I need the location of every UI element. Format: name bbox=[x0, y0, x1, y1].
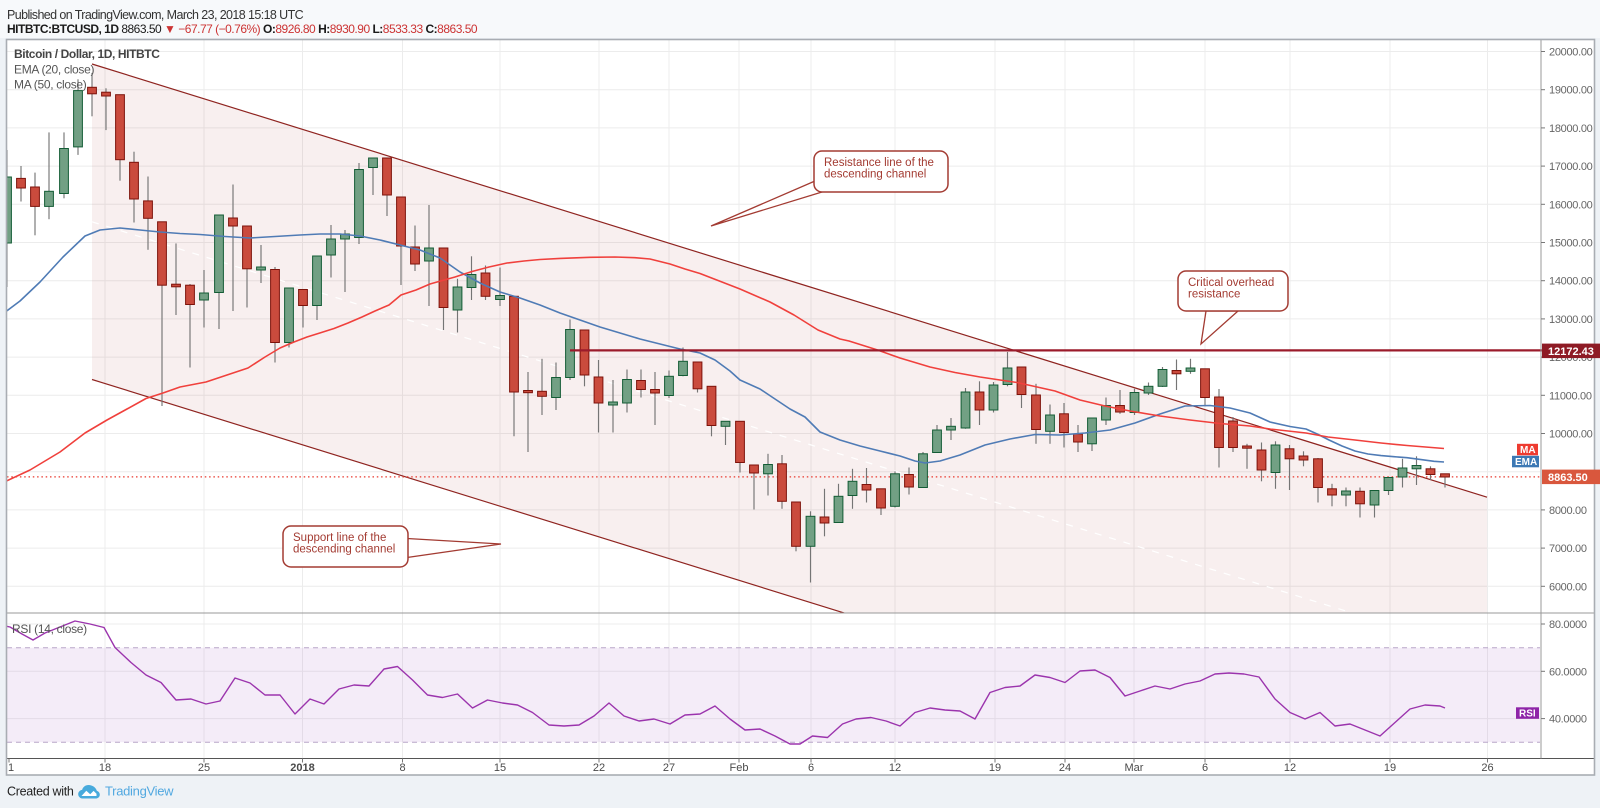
svg-text:EMA: EMA bbox=[1515, 457, 1537, 468]
svg-text:27: 27 bbox=[663, 762, 675, 774]
svg-text:TradingView: TradingView bbox=[105, 784, 174, 799]
svg-text:Published on TradingView.com,: Published on TradingView.com, March 23, … bbox=[7, 8, 304, 22]
svg-text:1: 1 bbox=[8, 762, 14, 774]
svg-text:Resistance line of the: Resistance line of the bbox=[824, 157, 934, 169]
svg-text:18: 18 bbox=[99, 762, 111, 774]
svg-text:22: 22 bbox=[593, 762, 605, 774]
svg-text:resistance: resistance bbox=[1188, 289, 1240, 301]
svg-text:14000.00: 14000.00 bbox=[1549, 276, 1593, 288]
svg-text:Created with: Created with bbox=[7, 785, 74, 799]
svg-text:19: 19 bbox=[989, 762, 1001, 774]
svg-text:15: 15 bbox=[494, 762, 506, 774]
svg-text:RSI: RSI bbox=[1519, 709, 1536, 720]
svg-text:Support line of the: Support line of the bbox=[293, 532, 386, 544]
svg-text:Critical overhead: Critical overhead bbox=[1188, 277, 1274, 289]
svg-text:6: 6 bbox=[1202, 762, 1208, 774]
svg-text:17000.00: 17000.00 bbox=[1549, 161, 1593, 173]
svg-text:2018: 2018 bbox=[290, 762, 314, 774]
svg-text:MA: MA bbox=[1520, 445, 1536, 456]
svg-text:8: 8 bbox=[399, 762, 405, 774]
svg-text:6000.00: 6000.00 bbox=[1549, 581, 1587, 593]
svg-text:6: 6 bbox=[808, 762, 814, 774]
svg-text:18000.00: 18000.00 bbox=[1549, 123, 1593, 135]
svg-text:60.0000: 60.0000 bbox=[1549, 666, 1587, 678]
svg-text:40.0000: 40.0000 bbox=[1549, 714, 1587, 726]
svg-text:8000.00: 8000.00 bbox=[1549, 505, 1587, 517]
svg-text:Feb: Feb bbox=[730, 762, 749, 774]
svg-text:80.0000: 80.0000 bbox=[1549, 619, 1587, 631]
svg-text:descending channel: descending channel bbox=[293, 544, 395, 556]
svg-text:19000.00: 19000.00 bbox=[1549, 85, 1593, 97]
svg-text:24: 24 bbox=[1059, 762, 1071, 774]
svg-text:12172.43: 12172.43 bbox=[1548, 346, 1594, 358]
svg-text:19: 19 bbox=[1384, 762, 1396, 774]
svg-text:25: 25 bbox=[198, 762, 210, 774]
svg-text:20000.00: 20000.00 bbox=[1549, 47, 1593, 59]
svg-text:16000.00: 16000.00 bbox=[1549, 199, 1593, 211]
svg-text:EMA (20, close): EMA (20, close) bbox=[14, 63, 95, 77]
svg-text:10000.00: 10000.00 bbox=[1549, 429, 1593, 441]
svg-text:12: 12 bbox=[889, 762, 901, 774]
svg-text:7000.00: 7000.00 bbox=[1549, 543, 1587, 555]
svg-text:Bitcoin / Dollar, 1D, HITBTC: Bitcoin / Dollar, 1D, HITBTC bbox=[14, 47, 160, 61]
svg-text:RSI (14, close): RSI (14, close) bbox=[12, 622, 87, 636]
svg-text:13000.00: 13000.00 bbox=[1549, 314, 1593, 326]
svg-text:Mar: Mar bbox=[1125, 762, 1144, 774]
svg-text:HITBTC:BTCUSD, 1D 8863.50 ▼ −6: HITBTC:BTCUSD, 1D 8863.50 ▼ −67.77 (−0.7… bbox=[7, 22, 478, 36]
svg-text:descending channel: descending channel bbox=[824, 169, 926, 181]
svg-text:26: 26 bbox=[1481, 762, 1493, 774]
svg-text:15000.00: 15000.00 bbox=[1549, 238, 1593, 250]
svg-text:MA (50, close): MA (50, close) bbox=[14, 78, 87, 92]
svg-text:12: 12 bbox=[1284, 762, 1296, 774]
svg-text:11000.00: 11000.00 bbox=[1549, 390, 1592, 402]
svg-text:8863.50: 8863.50 bbox=[1548, 472, 1588, 484]
